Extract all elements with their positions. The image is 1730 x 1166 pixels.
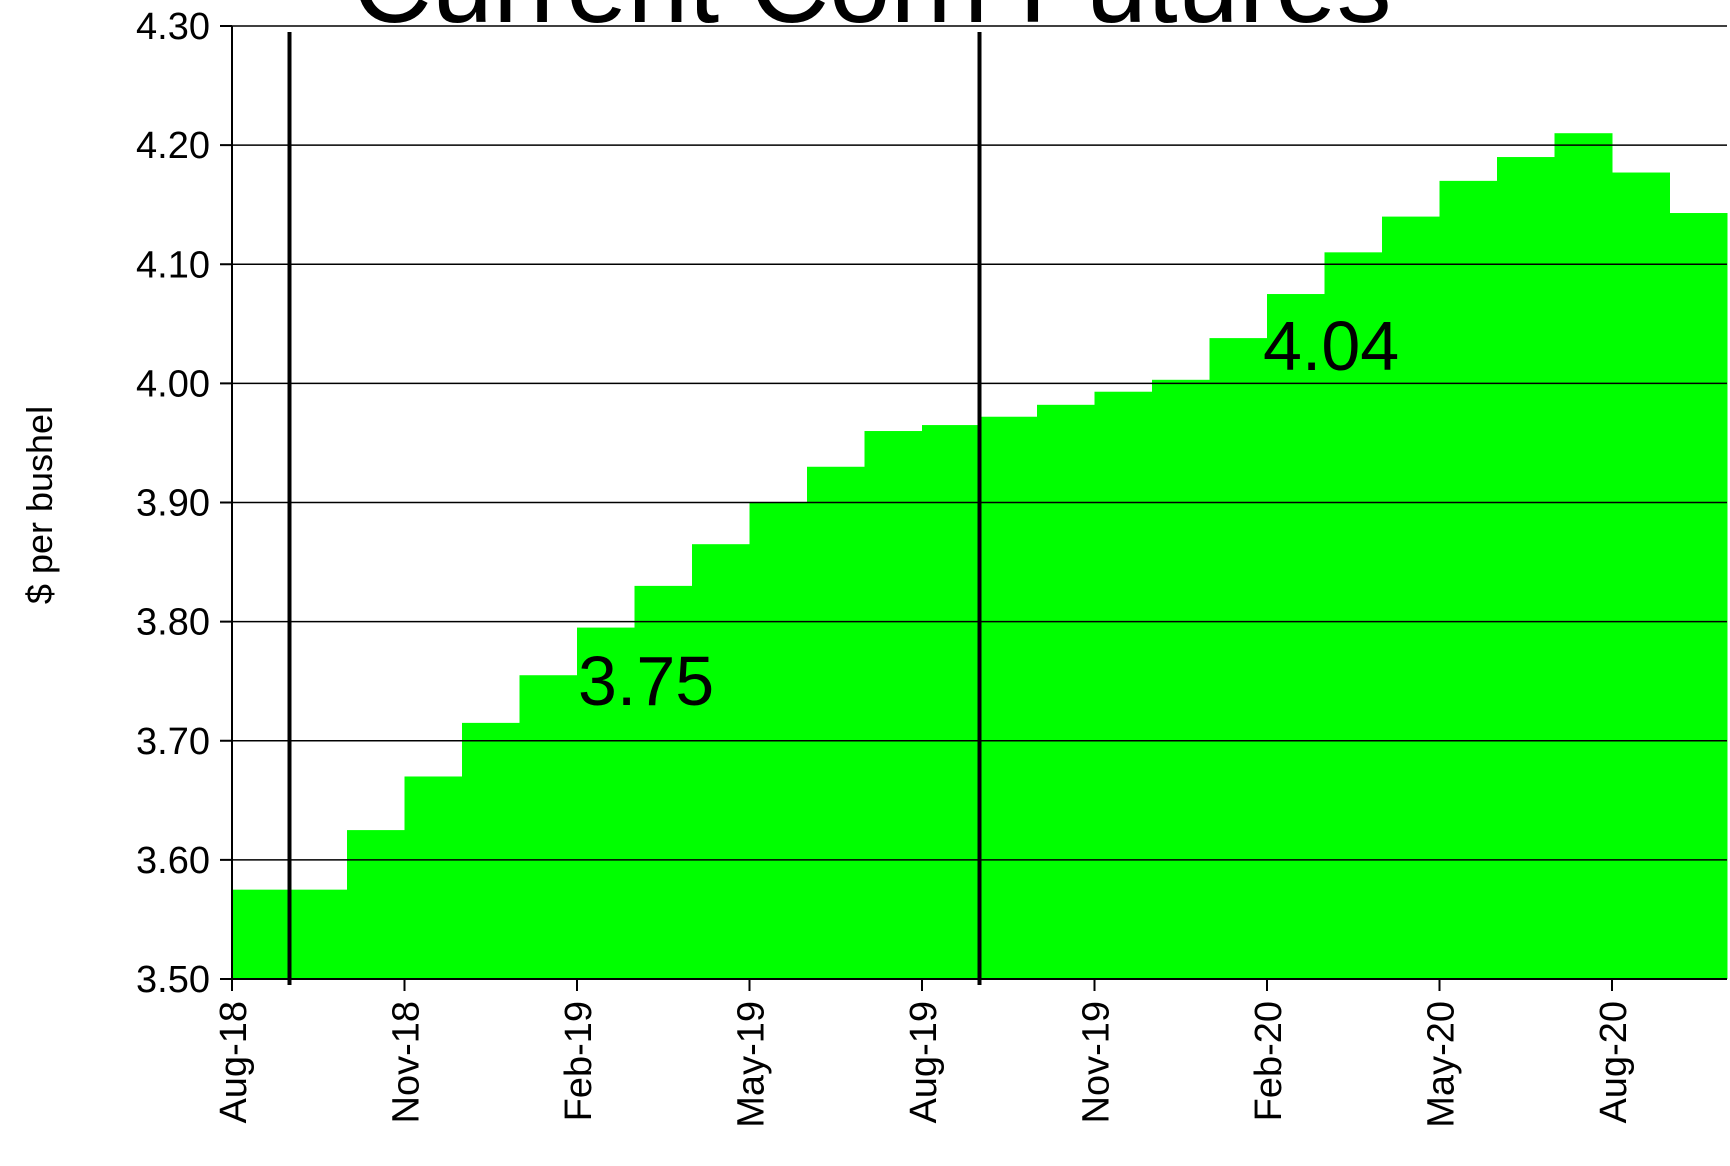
y-tick-label: 3.90 <box>136 483 210 525</box>
y-tick-label: 3.80 <box>136 602 210 644</box>
bar <box>404 776 463 979</box>
x-tick-label: May-20 <box>1421 1001 1463 1128</box>
x-tick-label: Aug-19 <box>903 1001 945 1124</box>
bar <box>922 425 980 980</box>
bar <box>1094 391 1153 979</box>
bar <box>347 830 405 979</box>
bar <box>232 889 290 979</box>
bar <box>1267 294 1325 979</box>
bar <box>692 544 750 979</box>
bar <box>634 585 693 979</box>
x-tick-label: Aug-20 <box>1593 1001 1635 1124</box>
bar <box>864 431 923 979</box>
annotation: 4.04 <box>1263 307 1399 385</box>
bar <box>519 675 578 979</box>
bar <box>577 627 635 979</box>
bar <box>1152 379 1210 979</box>
y-tick-label: 3.60 <box>136 840 210 882</box>
bar <box>1439 180 1498 980</box>
x-tick-label: Aug-18 <box>213 1001 255 1124</box>
x-tick-label: Feb-19 <box>558 1001 600 1121</box>
x-tick-label: Nov-19 <box>1076 1001 1118 1124</box>
bar <box>1669 213 1728 979</box>
y-tick-label: 3.50 <box>136 959 210 1001</box>
bar <box>807 466 865 979</box>
bar <box>462 722 520 979</box>
y-tick-label: 4.00 <box>136 363 210 405</box>
chart-title: Current Corn Futures <box>352 0 1391 46</box>
bar <box>1612 172 1670 979</box>
y-axis-label: $ per bushel <box>19 406 60 604</box>
bar <box>1497 157 1555 980</box>
y-tick-label: 4.20 <box>136 125 210 167</box>
bar <box>1382 216 1440 980</box>
bar <box>979 416 1038 980</box>
bar <box>1209 338 1268 979</box>
y-tick-label: 3.70 <box>136 721 210 763</box>
x-tick-label: Feb-20 <box>1248 1001 1290 1121</box>
bar <box>1037 404 1095 979</box>
x-tick-label: Nov-18 <box>386 1001 428 1124</box>
annotation: 3.75 <box>578 642 714 720</box>
bar <box>1324 252 1383 979</box>
y-tick-label: 4.30 <box>136 6 210 48</box>
y-tick-label: 4.10 <box>136 244 210 286</box>
x-tick-label: May-19 <box>731 1001 773 1128</box>
bar <box>1554 133 1613 979</box>
bar <box>289 889 348 979</box>
